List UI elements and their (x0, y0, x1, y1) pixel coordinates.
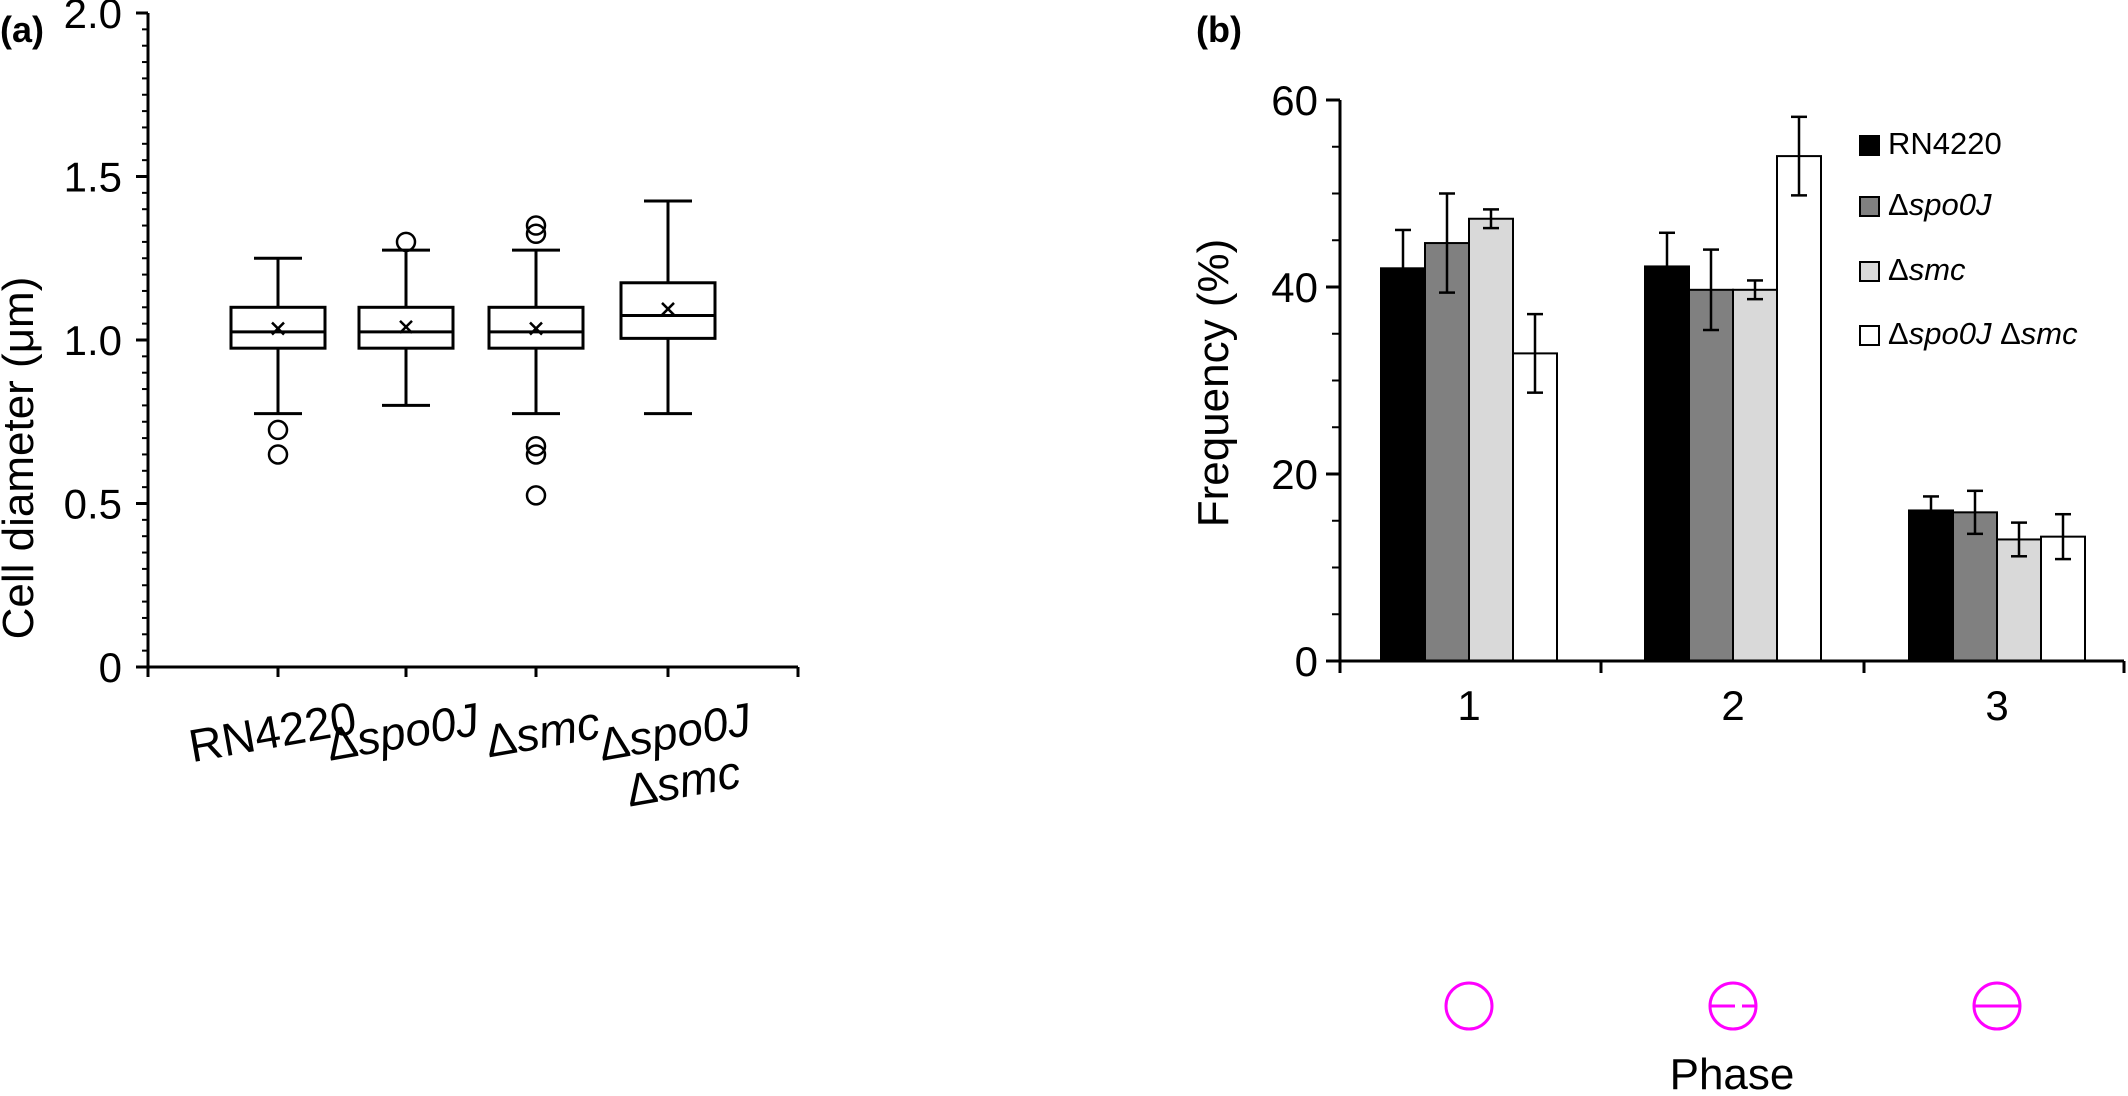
outlier-point (525, 215, 547, 236)
category-gene: smc (512, 696, 604, 762)
panel-a-y-tick-label: 0 (99, 644, 122, 691)
bar (1688, 288, 1734, 662)
category-label-line1: Δsmc (481, 696, 603, 767)
outlier-point (267, 419, 289, 441)
box-4 (619, 199, 717, 416)
mean-marker (661, 302, 675, 316)
legend-swatch (1859, 325, 1880, 346)
outlier-point (525, 436, 547, 457)
mean-marker (271, 321, 285, 336)
box-3 (487, 215, 585, 506)
legend-label-part: spo0J (1909, 316, 1992, 351)
panel-b-y-tick-label: 60 (1271, 77, 1318, 124)
phase-tick-label: 1 (1457, 682, 1480, 729)
bar (1380, 267, 1426, 662)
phase-icon-circle (1444, 981, 1494, 1031)
phase-icon-circle-half-line (1708, 981, 1758, 1031)
bar (1468, 217, 1514, 662)
outlier-point (525, 223, 547, 244)
legend-entry: Δspo0J (1859, 187, 1992, 222)
legend-label-part: Δ (1888, 316, 1909, 351)
legend-label: Δsmc (1888, 252, 1966, 287)
legend-entry: Δspo0J Δsmc (1859, 316, 2078, 351)
legend-label-part: RN4220 (1888, 126, 2002, 161)
legend-label-part: Δ (1991, 316, 2020, 351)
phase-icon-circle-full-line (1972, 981, 2022, 1031)
legend-label: RN4220 (1888, 126, 2002, 161)
outlier-point (395, 231, 417, 253)
legend-swatch (1859, 196, 1880, 217)
category-gene: spo0J (353, 693, 484, 766)
bar (1996, 538, 2042, 663)
panel-a-y-tick-label: 2.0 (64, 0, 122, 37)
legend-label: Δspo0J (1888, 187, 1992, 222)
bar (1424, 242, 1470, 662)
phase-icon-circle (1444, 981, 1494, 1031)
phase-tick-label: 3 (1985, 682, 2008, 729)
panel-a-y-tick-label: 1.0 (64, 317, 122, 364)
panel-b-x-tick-labels: 1 2 3 (1457, 682, 2008, 729)
legend-entry: RN4220 (1859, 126, 2002, 161)
bar (1776, 155, 1822, 662)
box-1 (229, 256, 327, 465)
category-label: Δsmc (481, 696, 603, 767)
box-2 (357, 231, 455, 407)
legend-label: Δspo0J Δsmc (1888, 316, 2078, 351)
bar (1644, 265, 1690, 662)
bar (1732, 288, 1778, 662)
legend-swatch (1859, 135, 1880, 156)
panel-a-label: (a) (0, 9, 44, 50)
panel-a-y-tick-label: 1.5 (64, 154, 122, 201)
panel-a-y-ticks: 0 0.5 1.0 1.5 2.0 (64, 0, 148, 691)
legend-entry: Δsmc (1859, 252, 1966, 287)
panel-b-y-tick-label: 0 (1295, 638, 1318, 685)
legend-label-part: smc (1909, 252, 1966, 287)
panel-b-label: (b) (1196, 9, 1242, 50)
panel-b-phase-icons (1444, 981, 2022, 1031)
bar (1908, 509, 1954, 662)
panel-a-y-tick-label: 0.5 (64, 481, 122, 528)
legend-label-part: smc (2021, 316, 2078, 351)
panel-b-y-axis-label: Frequency (%) (1189, 239, 1238, 528)
panel-a-boxes (229, 199, 717, 506)
panel-b-y-tick-label: 40 (1271, 264, 1318, 311)
panel-a-box-plot: (a) Cell diameter (μm) 0 0.5 1.0 1.5 2.0 RN4… (0, 0, 800, 817)
legend-swatch (1859, 261, 1880, 282)
panel-b-x-axis-label: Phase (1670, 1050, 1795, 1096)
bar (1512, 352, 1558, 662)
panel-b-error-bars (1395, 115, 2071, 561)
outlier-point (267, 444, 289, 465)
panel-a-y-axis-label: Cell diameter (μm) (0, 277, 43, 640)
legend-label-part: Δ (1888, 187, 1909, 222)
outlier-point (525, 485, 547, 506)
phase-tick-label: 2 (1721, 682, 1744, 729)
mean-marker (529, 321, 543, 336)
panel-b-y-tick-label: 20 (1271, 451, 1318, 498)
outlier-point (525, 444, 547, 465)
mean-marker (399, 320, 413, 334)
panel-b-bar-chart: (b) Frequency (%) Phase 0 20 40 60 1 2 3 RN42… (1189, 9, 2126, 1096)
panel-b-bars (1380, 155, 2086, 663)
panel-b-y-ticks: 0 20 40 60 (1271, 77, 1340, 685)
legend-label-part: Δ (1888, 252, 1909, 287)
legend-label-part: spo0J (1909, 187, 1992, 222)
